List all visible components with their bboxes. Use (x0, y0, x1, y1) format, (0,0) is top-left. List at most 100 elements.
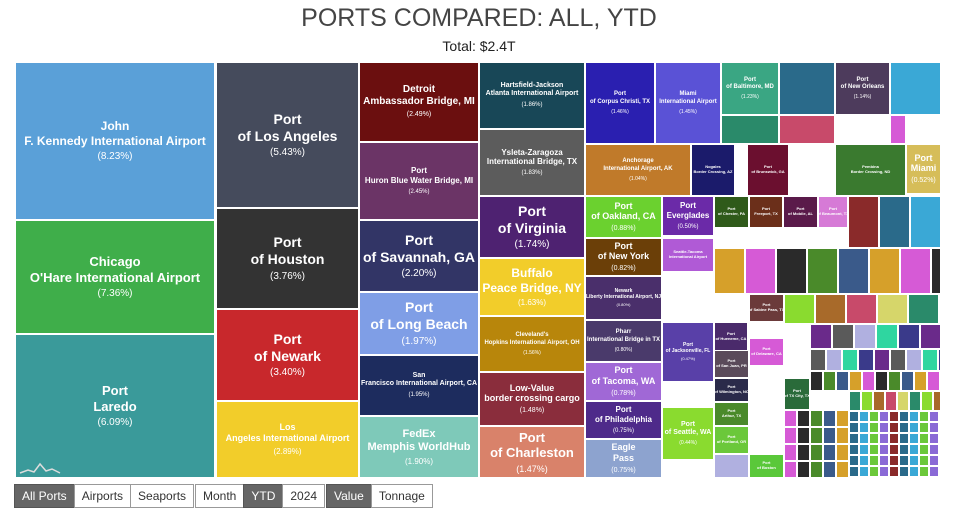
treemap-tile[interactable]: Port of Seattle, WA (0.44%) (662, 407, 714, 460)
treemap-tile-minor[interactable] (909, 433, 919, 444)
treemap-tile[interactable]: Chicago O'Hare International Airport (7.36… (15, 220, 215, 334)
treemap-tile-minor[interactable] (784, 294, 815, 324)
treemap-tile-minor[interactable] (823, 371, 836, 391)
treemap-tile-minor[interactable] (879, 466, 889, 477)
treemap-tile[interactable]: Hartsfield-Jackson Atlanta International … (479, 62, 585, 129)
treemap-tile[interactable]: Port of New Orleans (1.14%) (835, 62, 890, 115)
treemap-tile[interactable]: Port of Corpus Christi, TX (1.46%) (585, 62, 655, 144)
treemap-tile-minor[interactable] (899, 455, 909, 466)
treemap-tile-minor[interactable] (919, 433, 929, 444)
treemap-tile-minor[interactable] (779, 62, 835, 115)
treemap-tile-minor[interactable] (899, 444, 909, 455)
treemap-tile[interactable]: John F. Kennedy International Airport (8.2… (15, 62, 215, 220)
treemap-tile-minor[interactable] (889, 433, 899, 444)
treemap-tile-minor[interactable] (836, 427, 849, 444)
treemap-tile-minor[interactable] (836, 410, 849, 427)
treemap-tile[interactable]: Port Laredo (6.09%) (15, 334, 215, 478)
treemap-tile-minor[interactable] (927, 371, 940, 391)
treemap-tile[interactable]: Low-Value border crossing cargo (1.48%) (479, 372, 585, 426)
treemap-tile-minor[interactable] (810, 427, 823, 444)
treemap-tile[interactable]: Port of New York (0.82%) (585, 238, 662, 276)
treemap-tile-minor[interactable] (836, 461, 849, 478)
treemap-tile-minor[interactable] (846, 294, 877, 324)
treemap-tile-minor[interactable] (939, 433, 941, 444)
treemap-tile-minor[interactable] (919, 466, 929, 477)
treemap-tile-minor[interactable] (848, 196, 879, 248)
type-airports-button[interactable]: Airports (73, 484, 132, 508)
treemap-tile[interactable]: Port of Virginia (1.74%) (479, 196, 585, 258)
treemap-tile-minor[interactable] (869, 433, 879, 444)
treemap-tile-minor[interactable] (797, 427, 810, 444)
treemap-tile[interactable]: Port of Hueneme, CA (714, 322, 748, 352)
treemap-tile-minor[interactable] (929, 466, 939, 477)
treemap-tile[interactable]: Cleveland's Hopkins International Airport… (479, 316, 585, 372)
treemap-tile[interactable]: Port of Tacoma, WA (0.78%) (585, 362, 662, 401)
treemap-tile-minor[interactable] (939, 466, 941, 477)
treemap-tile-minor[interactable] (849, 391, 861, 411)
treemap-tile-minor[interactable] (899, 433, 909, 444)
treemap-tile-minor[interactable] (714, 248, 745, 294)
treemap-tile[interactable]: Nogales Border Crossing, AZ (691, 144, 735, 196)
treemap-tile-minor[interactable] (899, 422, 909, 433)
treemap-tile-minor[interactable] (929, 411, 939, 422)
treemap-tile-minor[interactable] (879, 433, 889, 444)
treemap-tile-minor[interactable] (909, 455, 919, 466)
treemap-tile[interactable]: Newark Liberty International Airport, NJ(… (585, 276, 662, 320)
treemap-tile[interactable]: Port of Mobile, AL (783, 196, 818, 228)
treemap-tile-minor[interactable] (939, 422, 941, 433)
treemap-tile-minor[interactable] (869, 422, 879, 433)
treemap-tile-minor[interactable] (889, 422, 899, 433)
treemap-tile[interactable]: Pharr International Bridge in TX (0.80%) (585, 320, 662, 362)
treemap-tile-minor[interactable] (874, 349, 890, 371)
treemap-tile-minor[interactable] (797, 410, 810, 427)
treemap-tile-minor[interactable] (899, 411, 909, 422)
treemap-tile[interactable]: Port of TX City, TX (784, 378, 810, 410)
treemap-tile[interactable]: Port of Portland, OR (714, 426, 749, 454)
treemap-tile-minor[interactable] (889, 411, 899, 422)
treemap-tile-minor[interactable] (879, 444, 889, 455)
treemap-tile[interactable]: Seattle-Tacoma International Airport (662, 238, 714, 272)
type-all-ports-button[interactable]: All Ports (14, 484, 75, 508)
treemap-tile[interactable]: Port of Houston (3.76%) (216, 208, 359, 309)
treemap-tile[interactable]: Port of San Juan, PR (714, 350, 749, 378)
treemap-tile-minor[interactable] (909, 466, 919, 477)
treemap-tile-minor[interactable] (823, 461, 836, 478)
treemap-tile-minor[interactable] (888, 371, 901, 391)
treemap-tile-minor[interactable] (919, 455, 929, 466)
treemap-tile-minor[interactable] (807, 248, 838, 294)
treemap-tile-minor[interactable] (861, 391, 873, 411)
treemap-tile-minor[interactable] (922, 349, 938, 371)
treemap-tile-minor[interactable] (890, 349, 906, 371)
treemap-tile-minor[interactable] (909, 391, 921, 411)
treemap-tile[interactable]: Los Angeles International Airport (2.89%) (216, 401, 359, 478)
treemap-tile-minor[interactable] (869, 466, 879, 477)
treemap-tile-minor[interactable] (810, 371, 823, 391)
treemap-tile-minor[interactable] (838, 248, 869, 294)
treemap-tile[interactable]: Port of Baltimore, MD (1.23%) (721, 62, 779, 115)
treemap-tile-minor[interactable] (921, 391, 933, 411)
treemap-tile[interactable]: Port of Philadelphia (0.75%) (585, 401, 662, 439)
treemap-tile-minor[interactable] (859, 433, 869, 444)
treemap-tile[interactable]: Port of Brunswick, GA (747, 144, 789, 196)
treemap-tile-minor[interactable] (784, 410, 797, 427)
treemap-tile-minor[interactable] (909, 444, 919, 455)
treemap-tile-minor[interactable] (797, 444, 810, 461)
measure-tonnage-button[interactable]: Tonnage (370, 484, 433, 508)
treemap-tile-minor[interactable] (899, 466, 909, 477)
treemap-tile-minor[interactable] (849, 371, 862, 391)
treemap-tile-minor[interactable] (939, 294, 941, 324)
treemap-tile-minor[interactable] (784, 427, 797, 444)
treemap-tile-minor[interactable] (889, 444, 899, 455)
treemap-tile[interactable]: Port Miami (0.52%) (906, 144, 941, 194)
treemap-tile[interactable]: Port of Long Beach (1.97%) (359, 292, 479, 355)
measure-value-button[interactable]: Value (326, 484, 372, 508)
treemap-tile-minor[interactable] (849, 466, 859, 477)
treemap-tile-minor[interactable] (776, 248, 807, 294)
treemap-tile-minor[interactable] (849, 455, 859, 466)
treemap-tile[interactable]: Miami International Airport (1.45%) (655, 62, 721, 144)
treemap-tile[interactable]: FedEx Memphis WorldHub (1.90%) (359, 416, 479, 478)
treemap-tile-minor[interactable] (797, 461, 810, 478)
treemap-tile-minor[interactable] (859, 455, 869, 466)
treemap-tile-minor[interactable] (784, 461, 797, 478)
treemap-tile-minor[interactable] (859, 466, 869, 477)
